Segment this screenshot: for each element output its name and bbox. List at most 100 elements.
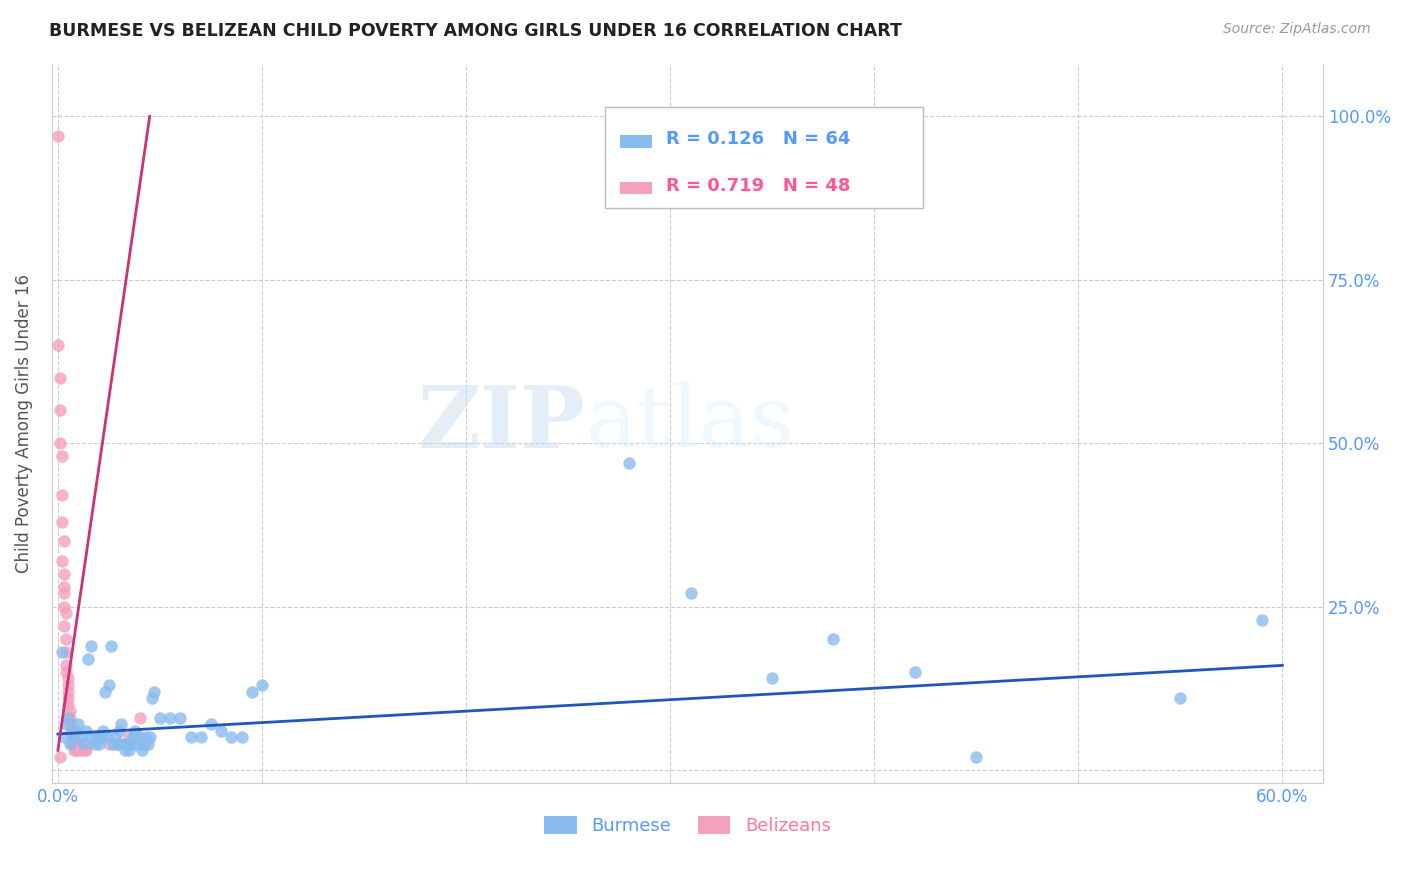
Point [101,737,124,751]
Point [49,750,72,764]
Point [55,632,77,647]
Text: R = 0.719   N = 48: R = 0.719 N = 48 [666,177,851,194]
Point [86,731,108,745]
Point [51,515,73,529]
Point [67,717,90,731]
Point [87,737,110,751]
Point [1168,691,1191,706]
Point [104,731,127,745]
Point [67,737,90,751]
Point [65,737,87,751]
Point [46,338,69,352]
Point [60,737,83,751]
Point [60,731,83,745]
Point [60,723,83,738]
FancyBboxPatch shape [605,107,922,208]
FancyBboxPatch shape [620,182,652,194]
Point [77,652,100,666]
Point [56,711,79,725]
Point [46,128,69,143]
Point [53,566,76,581]
Point [761,672,783,686]
FancyBboxPatch shape [620,136,652,148]
Point [56,678,79,692]
Point [60,723,83,738]
Point [131,743,153,757]
Point [79,639,101,653]
Point [72,731,94,745]
Point [132,737,155,751]
Point [83,737,105,751]
Point [138,731,160,745]
Point [1251,613,1274,627]
Point [59,704,82,718]
Point [59,717,82,731]
Point [59,737,82,751]
Text: R = 0.126   N = 64: R = 0.126 N = 64 [666,130,851,148]
Point [110,717,132,731]
Point [56,698,79,712]
Point [56,691,79,706]
Point [90,731,112,745]
Text: ZIP: ZIP [418,382,586,466]
Point [56,672,79,686]
Point [112,737,135,751]
Point [63,737,86,751]
Point [117,737,139,751]
Point [77,737,100,751]
Text: BURMESE VS BELIZEAN CHILD POVERTY AMONG GIRLS UNDER 16 CORRELATION CHART: BURMESE VS BELIZEAN CHILD POVERTY AMONG … [49,22,903,40]
Point [73,737,96,751]
Point [97,737,120,751]
Point [124,723,146,738]
Point [51,645,73,659]
Point [108,737,131,751]
Point [118,731,141,745]
Point [75,723,97,738]
Point [53,731,76,745]
Point [82,731,104,745]
Point [97,678,120,692]
Point [96,731,118,745]
Point [128,711,150,725]
Point [63,731,86,745]
Point [56,684,79,698]
Legend: Burmese, Belizeans: Burmese, Belizeans [544,816,831,835]
Point [120,737,142,751]
Point [55,665,77,679]
Point [200,717,222,731]
Point [55,717,77,731]
Y-axis label: Child Poverty Among Girls Under 16: Child Poverty Among Girls Under 16 [15,274,32,573]
Point [118,743,141,757]
Point [127,737,149,751]
Point [221,731,243,745]
Point [49,403,72,417]
Point [53,534,76,549]
Point [94,684,117,698]
Point [63,743,86,757]
Point [159,711,181,725]
Point [65,743,87,757]
Point [105,737,128,751]
Point [65,723,87,738]
Point [67,743,90,757]
Point [51,554,73,568]
Point [142,684,165,698]
Point [122,731,145,745]
Point [136,737,159,751]
Point [190,731,212,745]
Point [75,743,97,757]
Text: Source: ZipAtlas.com: Source: ZipAtlas.com [1223,22,1371,37]
Point [823,632,845,647]
Point [49,436,72,450]
Point [87,731,110,745]
Point [180,731,202,745]
Point [49,371,72,385]
Point [69,743,91,757]
Point [128,731,150,745]
Point [209,723,232,738]
Point [965,750,987,764]
Point [904,665,927,679]
Point [91,723,114,738]
Point [231,731,253,745]
Point [149,711,172,725]
